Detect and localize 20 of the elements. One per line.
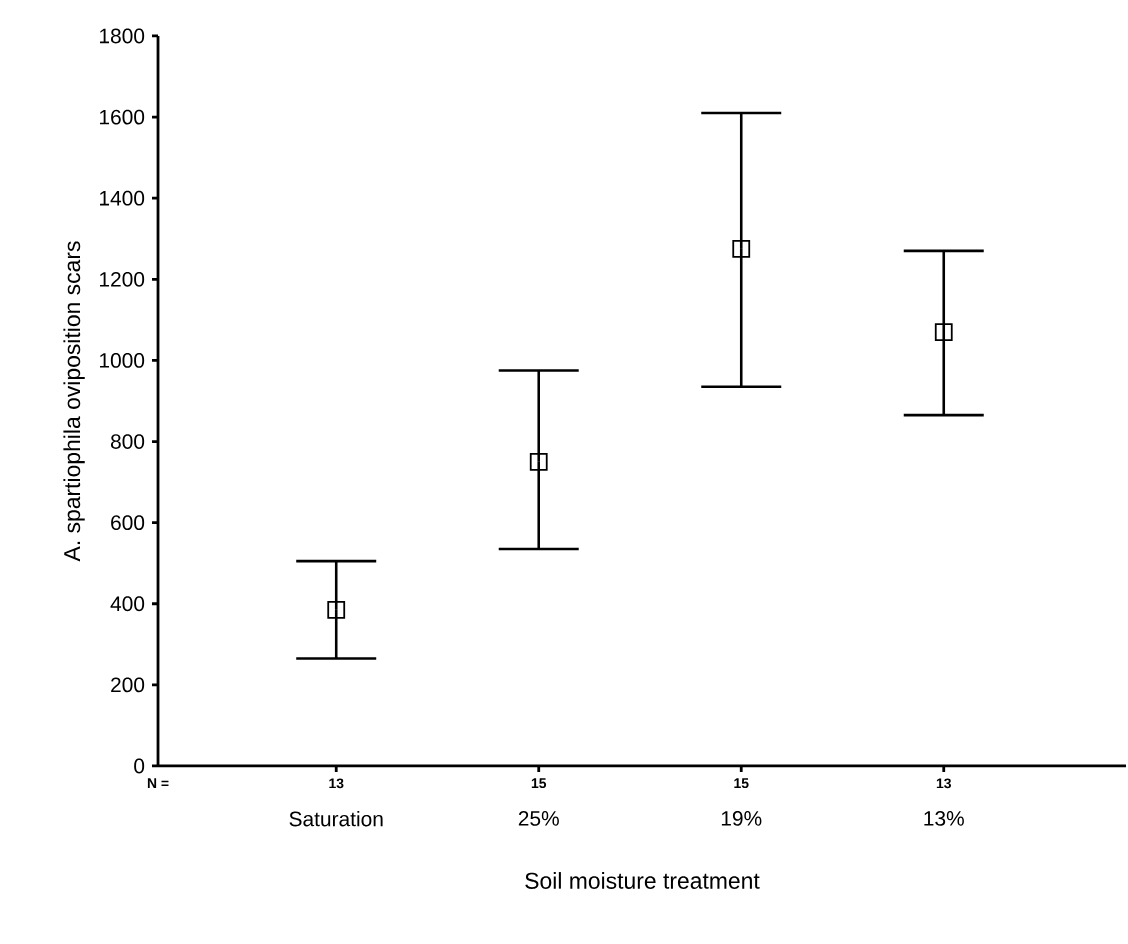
y-tick-label: 1000 xyxy=(100,353,145,368)
point xyxy=(327,600,346,619)
y-tick-label: 800 xyxy=(110,434,145,449)
point xyxy=(529,452,548,471)
point xyxy=(934,323,953,341)
y-tick-label: 400 xyxy=(110,596,145,612)
y-axis-title: A. spartiophila oviposition scars xyxy=(63,241,85,562)
point xyxy=(732,239,751,258)
y-tick-label: 1400 xyxy=(100,190,145,206)
x-tick-label: 25% xyxy=(518,811,559,826)
x-tick-label: 19% xyxy=(721,811,762,826)
x-tick-label: 13% xyxy=(924,811,964,826)
y-tick-label: 1200 xyxy=(100,271,145,287)
y-tick-label: 200 xyxy=(111,677,145,693)
y-tick-label: 0 xyxy=(134,758,145,774)
y-tick-label: 600 xyxy=(111,515,145,531)
x-tick-label: Saturation xyxy=(289,811,383,827)
y-tick-label: 1600 xyxy=(100,109,145,125)
y-tick-label: 1800 xyxy=(100,28,145,44)
x-axis-title: Soil moisture treatment xyxy=(525,872,760,889)
